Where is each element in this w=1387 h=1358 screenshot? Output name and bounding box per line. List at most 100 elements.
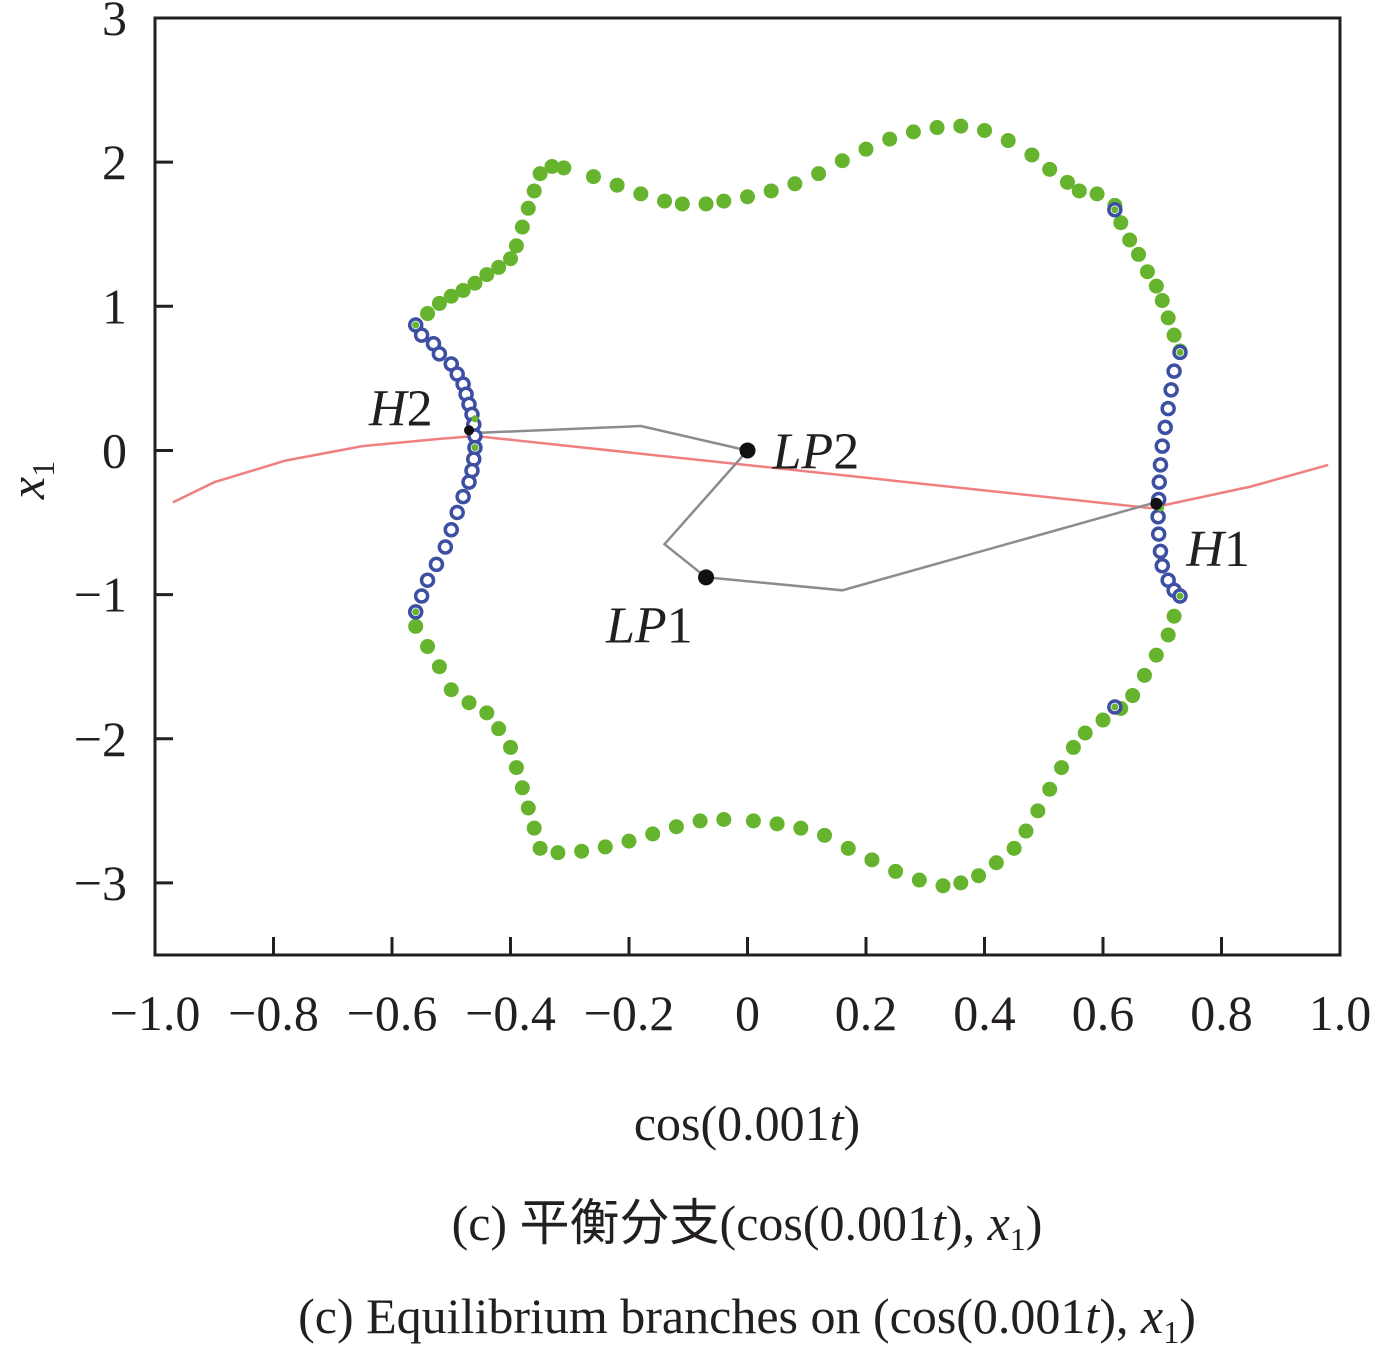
x-tick-label: 0.8: [1190, 985, 1253, 1041]
stable-branch-point: [609, 177, 625, 193]
stable-branch-point: [657, 193, 673, 209]
stable-branch-point: [455, 282, 471, 298]
stable-branch-point: [574, 843, 590, 859]
stable-branch-point: [1065, 739, 1081, 755]
stable-branch-point: [1113, 215, 1129, 231]
stable-branch-point: [811, 166, 827, 182]
special-point-marker: [698, 569, 715, 586]
stable-branch-point: [1125, 688, 1141, 704]
stable-branch-point: [858, 141, 874, 157]
stable-branch-point: [834, 153, 850, 169]
stable-branch-point: [556, 160, 572, 176]
stable-branch-point: [1054, 760, 1070, 776]
stable-branch-point: [977, 122, 992, 138]
stable-branch-point: [544, 158, 560, 174]
branch-junction-point: [1111, 703, 1119, 711]
stable-branch-point: [1042, 781, 1058, 797]
y-tick-label: 3: [102, 0, 127, 46]
x-tick-label: −1.0: [110, 985, 201, 1041]
stable-branch-point: [763, 183, 779, 199]
stable-branch-point: [1030, 803, 1046, 819]
stable-branch-point: [532, 166, 548, 182]
x-axis-ticks: −1.0 −0.8 −0.6 −0.4 −0.2 0 0.2 0.4 0.6 0.8 1.0: [110, 937, 1372, 1041]
stable-branch-point: [633, 186, 649, 202]
special-points-layer: LP1 LP2 H1 H2: [368, 380, 1250, 654]
stable-branch-point: [532, 840, 548, 856]
stable-branch-point: [905, 124, 921, 140]
svg-text:x1: x1: [0, 461, 61, 500]
stable-branch-point: [443, 682, 459, 698]
branch-junction-point: [471, 444, 479, 452]
stable-branch-point: [526, 820, 542, 836]
special-point-label: H1: [1185, 521, 1250, 578]
stable-branch-point: [443, 288, 459, 304]
stable-branch-point: [1160, 627, 1176, 643]
stable-branch-point: [1166, 608, 1182, 624]
stable-branch-point: [1006, 840, 1022, 856]
stable-branch-point: [1166, 327, 1182, 343]
stable-branch-point: [929, 120, 945, 136]
stable-branch-point: [1024, 147, 1040, 163]
red_curve-line: [172, 434, 1329, 510]
unstable-branch-point: [413, 588, 430, 604]
unstable-branch-point: [1160, 400, 1176, 417]
stable-branch-point: [1148, 647, 1164, 663]
unstable-branch-point: [1154, 438, 1170, 454]
branch-junction-point: [471, 415, 479, 423]
stable-branch-point: [1148, 278, 1164, 294]
stable-branch-point: [692, 813, 708, 829]
y-axis-title: x1: [0, 461, 61, 500]
stable-branch-point: [882, 131, 898, 147]
stable-branch-point: [953, 118, 969, 134]
y-tick-label: 2: [102, 134, 127, 190]
stable-branch-point: [740, 189, 755, 205]
stable-branch-point: [716, 811, 732, 827]
unstable-branch-point: [1163, 382, 1179, 398]
stable-branch-point: [479, 705, 495, 721]
stable-branch-point: [431, 295, 447, 311]
stable-branch-point: [817, 827, 833, 843]
stable-branch-point: [1018, 823, 1034, 839]
trajectory-line: [468, 424, 1151, 592]
x-axis-title: cos(0.001t): [634, 1095, 860, 1151]
stable-branch-point: [420, 639, 436, 655]
stable-branch-point: [1139, 264, 1155, 280]
x-tick-label: 0.6: [1072, 985, 1135, 1041]
branch-junction-point: [412, 321, 420, 329]
unstable-branch-point: [413, 327, 430, 343]
unstable-branch-point: [1154, 558, 1170, 574]
x-tick-label: −0.6: [347, 985, 438, 1041]
stable-branch-point: [1136, 667, 1152, 683]
caption-en: (c) Equilibrium branches on (cos(0.001t)…: [298, 1288, 1196, 1350]
x-tick-label: −0.2: [584, 985, 675, 1041]
stable-branch-point: [1154, 293, 1170, 309]
unstable-branch-point: [437, 539, 454, 555]
stable-branch-point: [888, 863, 904, 879]
stable-branch-point: [508, 760, 524, 776]
stable-branch-point: [467, 275, 483, 291]
stable-branch-point: [461, 695, 477, 711]
unstable-branch-point: [431, 346, 448, 362]
stable-branch-point: [491, 721, 507, 737]
x-tick-label: 1.0: [1309, 985, 1372, 1041]
special-point-marker: [464, 425, 475, 436]
stable-branch-point: [864, 852, 880, 868]
special-point-marker: [1150, 497, 1163, 510]
stable-branch-point: [1095, 712, 1111, 728]
stable-branch-point: [1000, 133, 1016, 149]
stable-branch-point: [1160, 310, 1176, 326]
x-tick-label: −0.8: [228, 985, 319, 1041]
unstable-branch-point: [1150, 509, 1166, 525]
branch-junction-point: [1176, 348, 1184, 356]
stable-branch-point: [503, 739, 518, 755]
special-point-label: H2: [368, 380, 433, 437]
stable-branch-point: [1042, 161, 1058, 177]
stable-branch-point: [1089, 186, 1105, 202]
stable-branch-point: [971, 868, 987, 884]
plot-area: [172, 118, 1329, 894]
stable-branch-point: [988, 855, 1004, 871]
stable-branch-point: [769, 816, 785, 832]
y-axis-ticks: 3 2 1 0 −1 −2 −3: [74, 0, 173, 911]
stable-branch-point: [503, 251, 518, 267]
